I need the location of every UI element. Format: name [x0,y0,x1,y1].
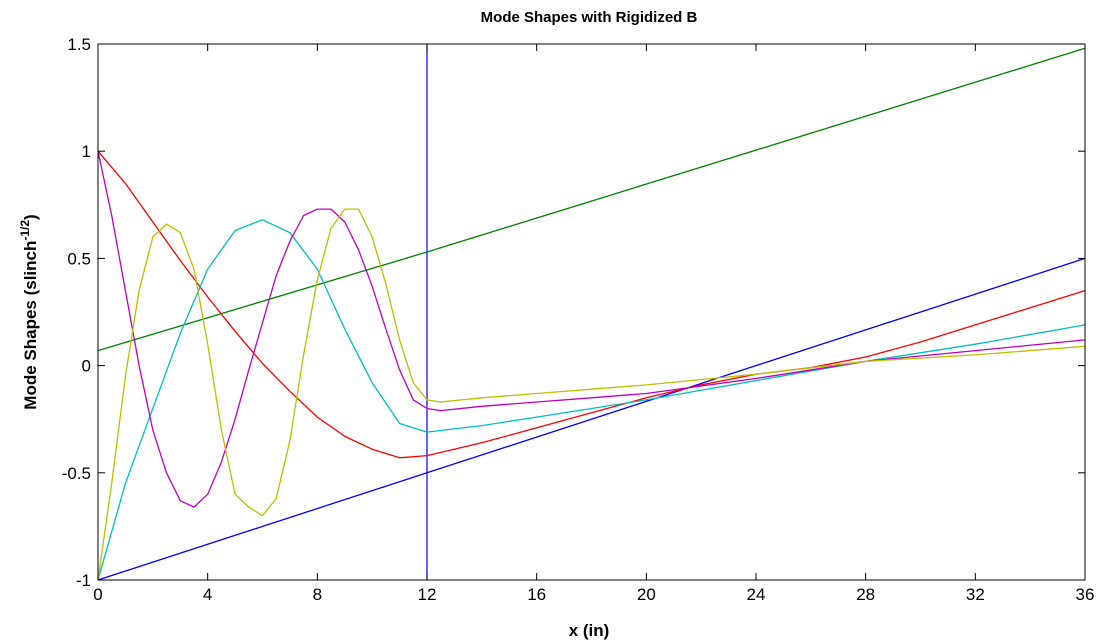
series-line-2 [97,257,1086,581]
y-axis-label-end: ) [21,214,40,220]
y-tick-label: -1 [76,571,91,590]
series-line-1 [97,47,1086,352]
x-tick-label: 20 [637,585,656,604]
x-tick-label: 32 [966,585,985,604]
x-tick-label: 28 [856,585,875,604]
x-tick-label: 36 [1076,585,1095,604]
x-tick-label: 16 [527,585,546,604]
x-tick-label: 0 [93,585,102,604]
x-tick-label: 24 [747,585,766,604]
y-tick-label: 0.5 [67,249,91,268]
plot-area [97,44,1086,581]
y-tick-label: 1 [82,142,91,161]
series-line-5 [97,151,1086,508]
y-axis: -1 -0.5 0 0.5 1 1.5 [62,35,1085,590]
series-line-4 [97,219,1086,581]
chart-title: Mode Shapes with Rigidized B [481,9,698,26]
series-line-3 [97,150,1086,459]
x-tick-label: 12 [418,585,437,604]
x-axis: 0 4 8 12 16 20 24 28 32 36 [93,44,1094,604]
y-tick-label: -0.5 [62,464,91,483]
x-axis-label: x (in) [569,621,610,640]
series-line-6 [97,208,1086,581]
y-tick-label: 0 [82,357,91,376]
x-tick-label: 8 [313,585,322,604]
y-axis-label: Mode Shapes (slinch-1/2) [18,214,40,409]
axes-frame [97,43,1086,581]
y-tick-label: 1.5 [67,35,91,54]
y-axis-label-main: Mode Shapes (slinch [21,241,40,410]
y-axis-label-superscript: -1/2 [18,220,32,241]
x-tick-label: 4 [203,585,212,604]
